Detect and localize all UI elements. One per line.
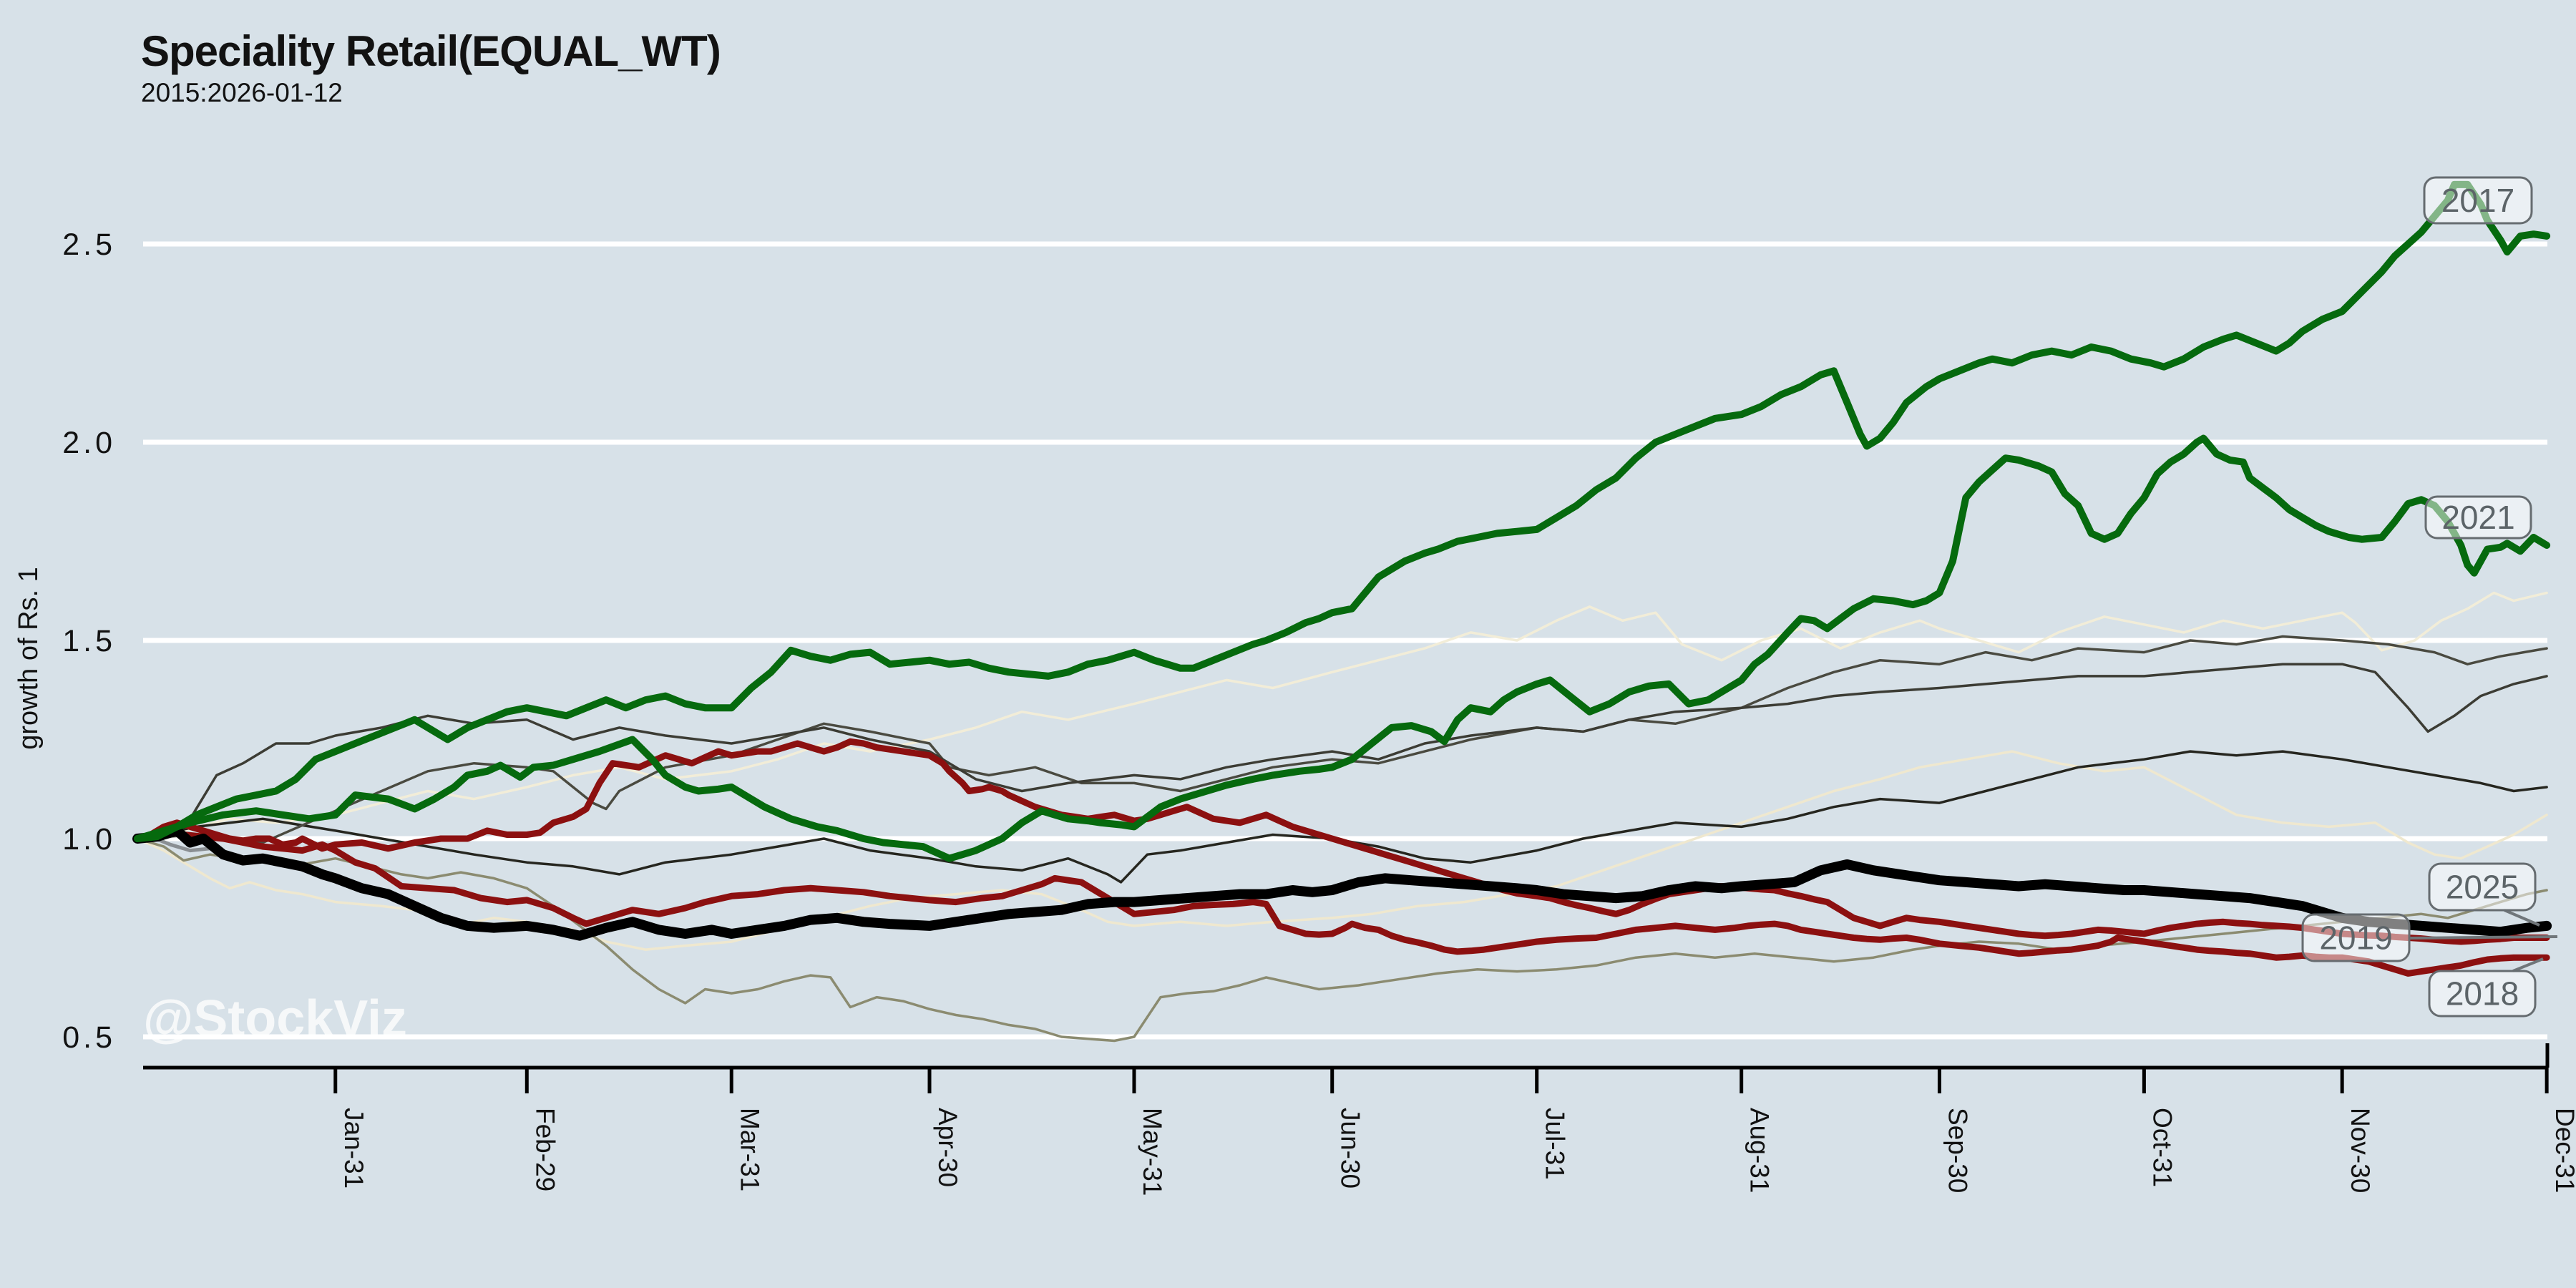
x-axis: Jan-31 Feb-29 Mar-31 Apr-30 May-31 Jun-30 Jul-… [143, 1043, 2576, 1196]
series-line-2015 [136, 591, 2548, 840]
series-line-2023 [136, 635, 2548, 844]
series-line-2025 [132, 825, 2552, 941]
gridline-layer: 0.5 1.0 1.5 2.0 2.5 [62, 228, 2547, 1055]
x-tick-label-Apr-30: Apr-30 [933, 1108, 962, 1187]
x-tick-label-Dec-31: Dec-31 [2550, 1108, 2576, 1193]
x-tick-label-Feb-29: Feb-29 [530, 1108, 560, 1191]
x-tick-label-Aug-31: Aug-31 [1745, 1108, 1775, 1193]
y-tick-label-1.0: 1.0 [62, 822, 116, 857]
x-tick-label-Sep-30: Sep-30 [1943, 1108, 1972, 1193]
x-tick-label-Jan-31: Jan-31 [339, 1108, 369, 1189]
y-tick-label-0.5: 0.5 [62, 1020, 116, 1055]
year-label-layer: 2017 2021 2025 2019 2018 [2301, 176, 2558, 1018]
year-label-box-2017 [2423, 176, 2533, 225]
year-label-box-2019 [2301, 913, 2411, 962]
year-label-2025: 2025 [2446, 869, 2519, 906]
x-tick-label-Jun-30: Jun-30 [1336, 1108, 1365, 1189]
y-tick-label-2.0: 2.0 [62, 426, 116, 460]
series-layer [132, 180, 2552, 1043]
series-line-2018 [134, 827, 2550, 977]
y-tick-label-2.5: 2.5 [62, 228, 116, 262]
series-line-2021 [134, 434, 2551, 862]
year-label-box-2018 [2428, 970, 2537, 1018]
series-line-2024 [136, 663, 2548, 840]
year-label-leader-2019 [2409, 935, 2558, 940]
year-label-2017: 2017 [2441, 182, 2514, 219]
series-line-2017 [134, 180, 2551, 842]
year-label-box-2025 [2428, 862, 2537, 912]
year-label-2018: 2018 [2446, 975, 2519, 1013]
y-axis-title: growth of Rs. 1 [14, 567, 44, 750]
chart-title: Speciality Retail(EQUAL_WT) [141, 27, 721, 75]
x-tick-label-Jul-31: Jul-31 [1541, 1108, 1570, 1180]
y-tick-label-1.5: 1.5 [62, 624, 116, 658]
x-tick-label-Nov-30: Nov-30 [2346, 1108, 2375, 1193]
year-label-box-2021 [2424, 495, 2532, 540]
year-label-2019: 2019 [2319, 919, 2392, 957]
x-tick-label-Oct-31: Oct-31 [2147, 1108, 2177, 1187]
x-tick-label-Mar-31: Mar-31 [735, 1108, 764, 1191]
year-label-leader-2025 [2504, 909, 2540, 927]
series-line-2019 [134, 738, 2550, 945]
year-label-2021: 2021 [2441, 499, 2514, 536]
year-label-leader-2018 [2512, 957, 2544, 972]
chart-subtitle: 2015:2026-01-12 [141, 78, 343, 107]
x-tick-label-May-31: May-31 [1138, 1108, 1167, 1196]
